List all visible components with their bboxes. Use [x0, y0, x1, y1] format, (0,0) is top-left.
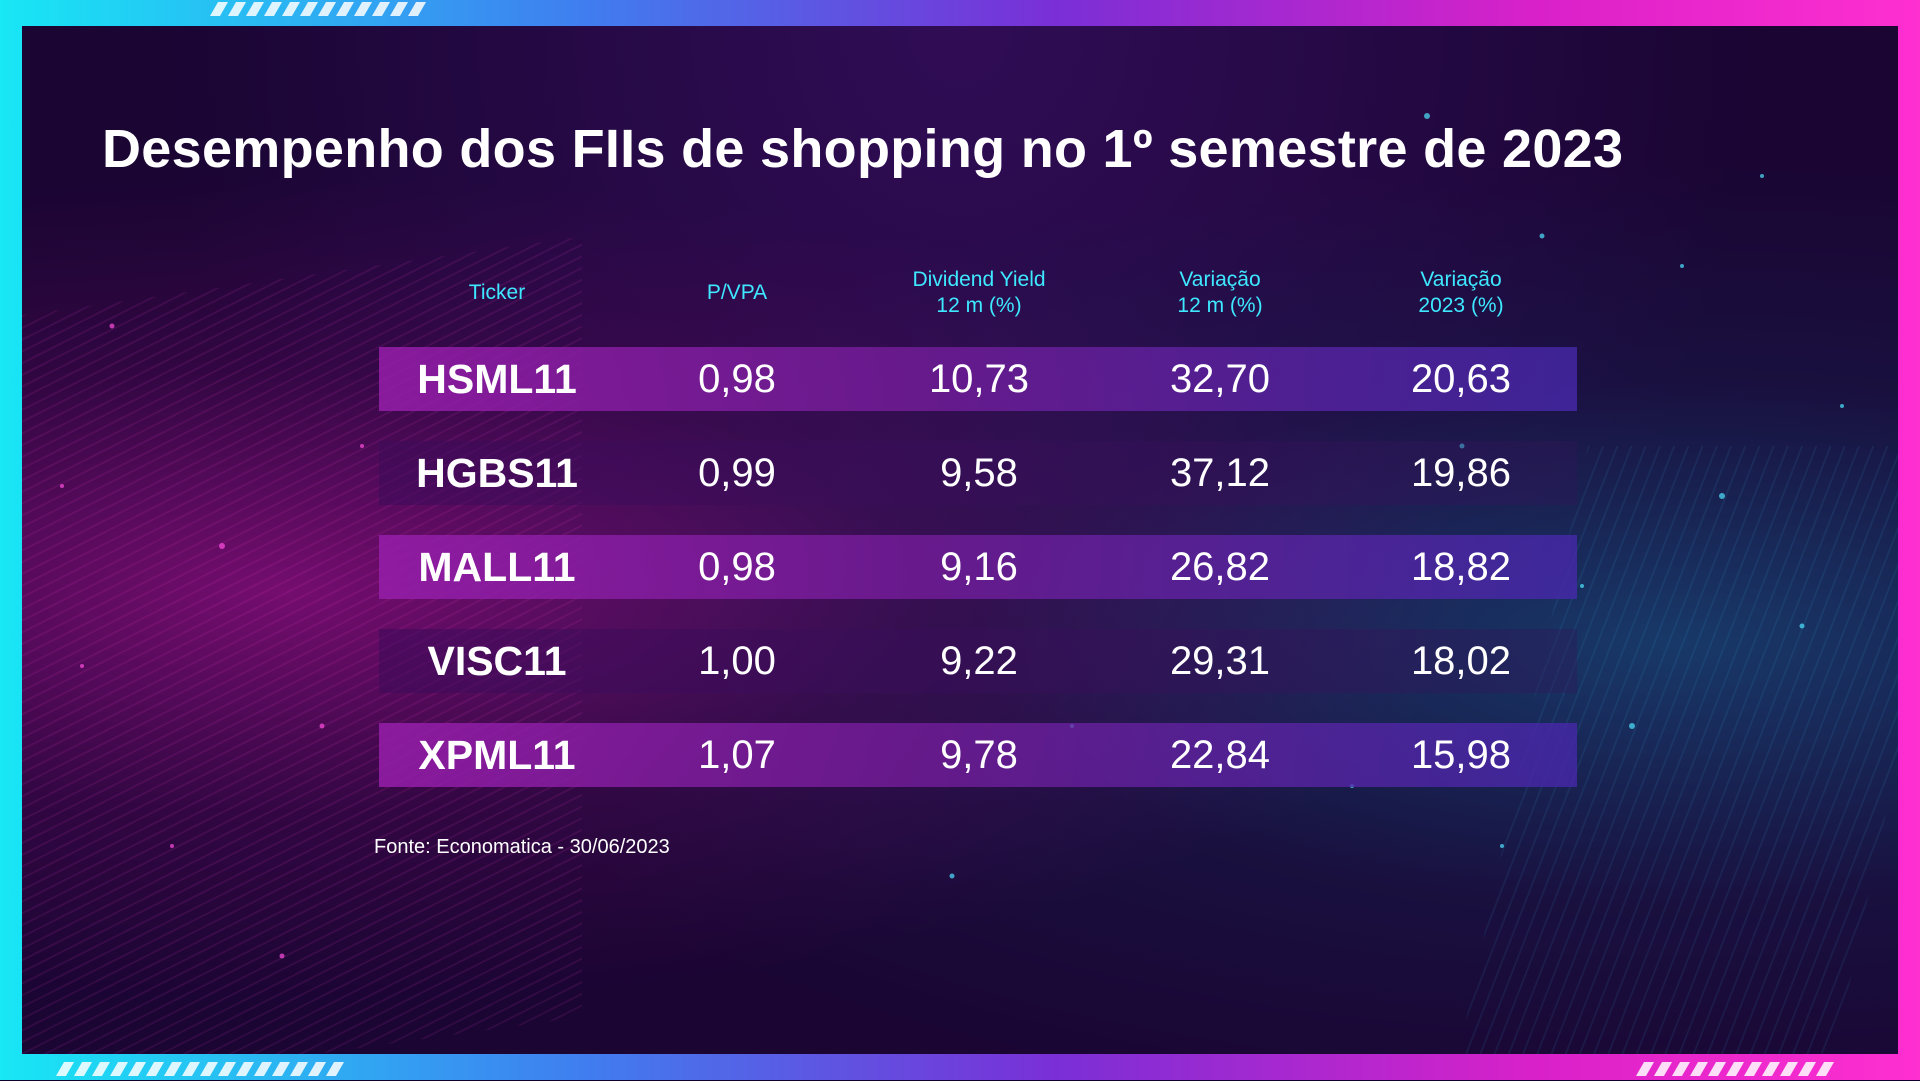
- cell-variacao-2023: 19,86: [1410, 450, 1512, 495]
- cell-pvpa: 0,98: [698, 356, 776, 401]
- cell-ticker: XPML11: [418, 731, 576, 778]
- cell-variacao-2023: 18,02: [1410, 638, 1512, 683]
- column-header-dividend-yield-12m: Dividend Yield 12 m (%): [864, 266, 1094, 320]
- cell-dividend-yield-12m: 9,22: [940, 638, 1018, 683]
- bottom-right-ticks-decoration: [1635, 1062, 1838, 1081]
- column-header-line1: Ticker: [468, 281, 526, 304]
- cell-pvpa: 0,99: [698, 450, 776, 495]
- column-header-line1: Dividend Yield: [912, 268, 1046, 291]
- cell-ticker: HSML11: [417, 355, 577, 402]
- cell-variacao-2023: 18,82: [1410, 544, 1512, 589]
- cell-pvpa: 1,00: [698, 638, 776, 683]
- cell-variacao-2023: 15,98: [1410, 732, 1512, 777]
- table-row: XPML11 1,07 9,78 22,84 15,98: [379, 723, 1577, 787]
- cell-pvpa: 1,07: [698, 732, 776, 777]
- cell-pvpa: 0,98: [698, 544, 776, 589]
- column-header-line2: 12 m (%): [1177, 294, 1263, 317]
- cell-ticker: VISC11: [427, 637, 567, 684]
- table-row: HSML11 0,98 10,73 32,70 20,63: [379, 347, 1577, 411]
- cell-ticker: HGBS11: [416, 449, 578, 496]
- source-note: Fonte: Economatica - 30/06/2023: [374, 836, 670, 858]
- bottom-left-ticks-decoration: [55, 1062, 348, 1081]
- table-row: HGBS11 0,99 9,58 37,12 19,86: [379, 441, 1577, 505]
- table-row: VISC11 1,00 9,22 29,31 18,02: [379, 629, 1577, 693]
- column-header-line1: P/VPA: [706, 281, 768, 304]
- column-header-variacao-12m: Variação 12 m (%): [1105, 266, 1335, 320]
- top-left-ticks-decoration: [209, 2, 430, 21]
- table-row: MALL11 0,98 9,16 26,82 18,82: [379, 535, 1577, 599]
- chart-title: Desempenho dos FIIs de shopping no 1º se…: [102, 119, 1624, 179]
- cell-dividend-yield-12m: 9,78: [940, 732, 1018, 777]
- cell-variacao-12m: 29,31: [1169, 638, 1271, 683]
- column-header-line2: 12 m (%): [936, 294, 1022, 317]
- cell-dividend-yield-12m: 9,16: [940, 544, 1018, 589]
- cell-variacao-12m: 22,84: [1169, 732, 1271, 777]
- cell-variacao-12m: 26,82: [1169, 544, 1271, 589]
- column-header-pvpa: P/VPA: [622, 266, 852, 320]
- cell-dividend-yield-12m: 10,73: [928, 356, 1030, 401]
- column-header-line1: Variação: [1420, 268, 1502, 291]
- cell-variacao-12m: 37,12: [1169, 450, 1271, 495]
- cell-ticker: MALL11: [418, 543, 576, 590]
- cell-variacao-12m: 32,70: [1169, 356, 1271, 401]
- column-header-line1: Variação: [1179, 268, 1261, 291]
- column-header-variacao-2023: Variação 2023 (%): [1346, 266, 1576, 320]
- cell-dividend-yield-12m: 9,58: [940, 450, 1018, 495]
- column-header-ticker: Ticker: [382, 266, 612, 320]
- column-header-line2: 2023 (%): [1418, 294, 1504, 317]
- cell-variacao-2023: 20,63: [1410, 356, 1512, 401]
